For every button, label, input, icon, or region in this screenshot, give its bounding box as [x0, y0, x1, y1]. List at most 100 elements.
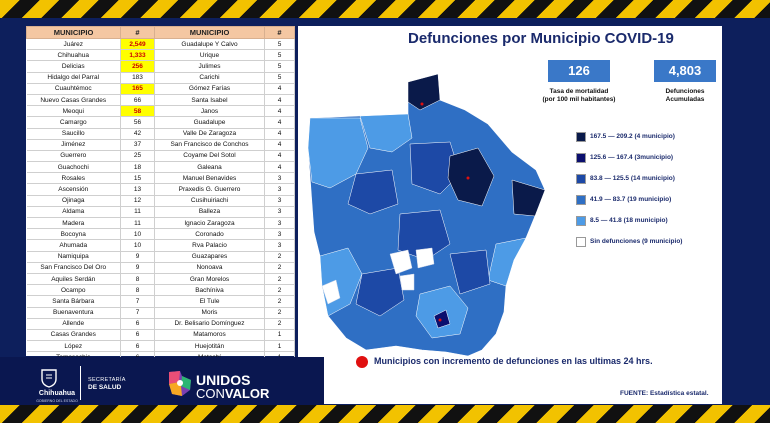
legend-swatch	[576, 195, 586, 205]
cell-count-1: 37	[120, 139, 155, 151]
legend-label: 83.8 — 125.5 (14 municipio)	[590, 175, 675, 182]
hazard-stripe-bottom	[0, 405, 770, 423]
cell-municipio-1: Ahumada	[26, 239, 121, 252]
cell-municipio-2: Ignacio Zaragoza	[154, 217, 265, 230]
table-row: Santa Bárbara 7 El Tule 2	[26, 295, 295, 308]
deaths-label-line1: Defunciones	[665, 88, 705, 95]
legend-label: 125.6 — 167.4 (3municipio)	[590, 154, 674, 161]
cell-municipio-2: Dr. Belisario Domínguez	[154, 318, 265, 330]
mortality-rate-label: Tasa de mortalidad (por 100 mil habitant…	[530, 88, 628, 104]
map-region-light-north	[359, 113, 413, 153]
cell-municipio-1: Hidalgo del Parral	[26, 72, 121, 84]
map-region-white-4	[321, 279, 341, 305]
header-count-2: #	[264, 26, 295, 39]
cell-count-2: 2	[264, 318, 295, 330]
cell-count-2: 2	[264, 273, 295, 286]
cell-count-1: 18	[120, 161, 155, 174]
map-increment-dot	[420, 102, 424, 106]
table-row: Buenaventura 7 Moris 2	[26, 307, 295, 319]
cell-count-1: 15	[120, 172, 155, 185]
chihuahua-sub: GOBIERNO DEL ESTADO	[36, 399, 78, 403]
cell-municipio-2: Galeana	[154, 161, 265, 174]
unidos-label-2: CONVALOR	[196, 386, 269, 401]
accumulated-deaths-box: 4,803	[654, 60, 716, 82]
cell-municipio-1: San Francisco Del Oro	[26, 262, 121, 274]
map-region-white-2	[415, 247, 435, 269]
cell-count-1: 6	[120, 329, 155, 342]
cell-municipio-2: Julimes	[154, 60, 265, 73]
map-region-mid-southcenter	[397, 209, 451, 261]
legend-swatch	[576, 216, 586, 226]
map-region-darkest-center	[447, 147, 495, 207]
cell-municipio-1: Aquiles Serdán	[26, 273, 121, 286]
cell-municipio-2: Nonoava	[154, 262, 265, 274]
cell-count-2: 4	[264, 161, 295, 174]
table-row: Aquiles Serdán 8 Gran Morelos 2	[26, 273, 295, 286]
chihuahua-logo: Chihuahua GOBIERNO DEL ESTADO	[30, 368, 84, 404]
cell-count-1: 1,333	[120, 49, 155, 62]
cell-count-1: 6	[120, 318, 155, 330]
cell-count-1: 58	[120, 105, 155, 118]
cell-municipio-2: San Francisco de Conchos	[154, 139, 265, 151]
map-region-darkest-north	[407, 73, 441, 111]
table-row: Ahumada 10 Rva Palacio 3	[26, 239, 295, 252]
cell-municipio-1: Buenaventura	[26, 307, 121, 319]
cell-count-2: 3	[264, 228, 295, 241]
map-increment-dot	[466, 176, 470, 180]
chihuahua-shield-icon	[41, 369, 57, 388]
map-region-mid-south	[449, 249, 491, 295]
map-region-darkest-east	[511, 179, 546, 217]
cell-count-2: 1	[264, 329, 295, 342]
unidos-label-valor: VALOR	[224, 386, 270, 401]
cell-municipio-2: Rva Palacio	[154, 239, 265, 252]
cell-municipio-1: Ascensión	[26, 183, 121, 196]
table-row: Camargo 56 Guadalupe 4	[26, 116, 295, 129]
increment-dot-icon	[356, 356, 368, 368]
cell-count-1: 6	[120, 340, 155, 353]
cell-count-2: 1	[264, 340, 295, 353]
legend-swatch	[576, 153, 586, 163]
legend-label: 41.9 — 83.7 (19 municipio)	[590, 196, 672, 203]
cell-count-2: 2	[264, 284, 295, 297]
cell-municipio-2: Balleza	[154, 206, 265, 219]
cell-count-2: 4	[264, 150, 295, 163]
table-row: Guachochi 18 Galeana 4	[26, 161, 295, 174]
unidos-label-1: UNIDOS	[196, 372, 251, 388]
cell-municipio-2: Moris	[154, 307, 265, 319]
map-region-mid-southwest	[355, 267, 405, 317]
table-row: Casas Grandes 6 Matamoros 1	[26, 329, 295, 342]
cell-municipio-2: Gómez Farías	[154, 83, 265, 95]
map-increment-dot	[438, 318, 442, 322]
table-row: Allende 6 Dr. Belisario Domínguez 2	[26, 318, 295, 330]
cell-count-1: 165	[120, 83, 155, 95]
cell-municipio-1: López	[26, 340, 121, 353]
cell-municipio-2: Cusihuiriachi	[154, 195, 265, 207]
map-region-light-west	[307, 117, 369, 189]
cell-count-1: 11	[120, 206, 155, 219]
table-row: López 6 Huejotitán 1	[26, 340, 295, 353]
cell-municipio-1: Allende	[26, 318, 121, 330]
cell-count-1: 7	[120, 295, 155, 308]
legend-swatch	[576, 237, 586, 247]
cell-municipio-1: Meoqui	[26, 105, 121, 118]
map-region-mid-west	[347, 169, 399, 215]
cell-municipio-2: Bachíniva	[154, 284, 265, 297]
cell-municipio-2: Janos	[154, 105, 265, 118]
municipality-table: MUNICIPIO # MUNICIPIO # Juárez 2,549 Guada…	[26, 26, 295, 364]
cell-count-2: 3	[264, 195, 295, 207]
map-region-white-3	[399, 273, 415, 291]
cell-count-2: 2	[264, 307, 295, 319]
cell-municipio-1: Ocampo	[26, 284, 121, 297]
cell-count-2: 2	[264, 262, 295, 274]
cell-municipio-2: Gran Morelos	[154, 273, 265, 286]
cell-count-2: 3	[264, 183, 295, 196]
cell-count-2: 3	[264, 239, 295, 252]
cell-municipio-1: Juárez	[26, 38, 121, 51]
cell-municipio-1: Aldama	[26, 206, 121, 219]
cell-count-1: 8	[120, 273, 155, 286]
cell-municipio-1: Santa Bárbara	[26, 295, 121, 308]
cell-count-1: 66	[120, 94, 155, 107]
cell-count-1: 10	[120, 239, 155, 252]
cell-count-2: 4	[264, 105, 295, 118]
cell-count-2: 4	[264, 116, 295, 129]
